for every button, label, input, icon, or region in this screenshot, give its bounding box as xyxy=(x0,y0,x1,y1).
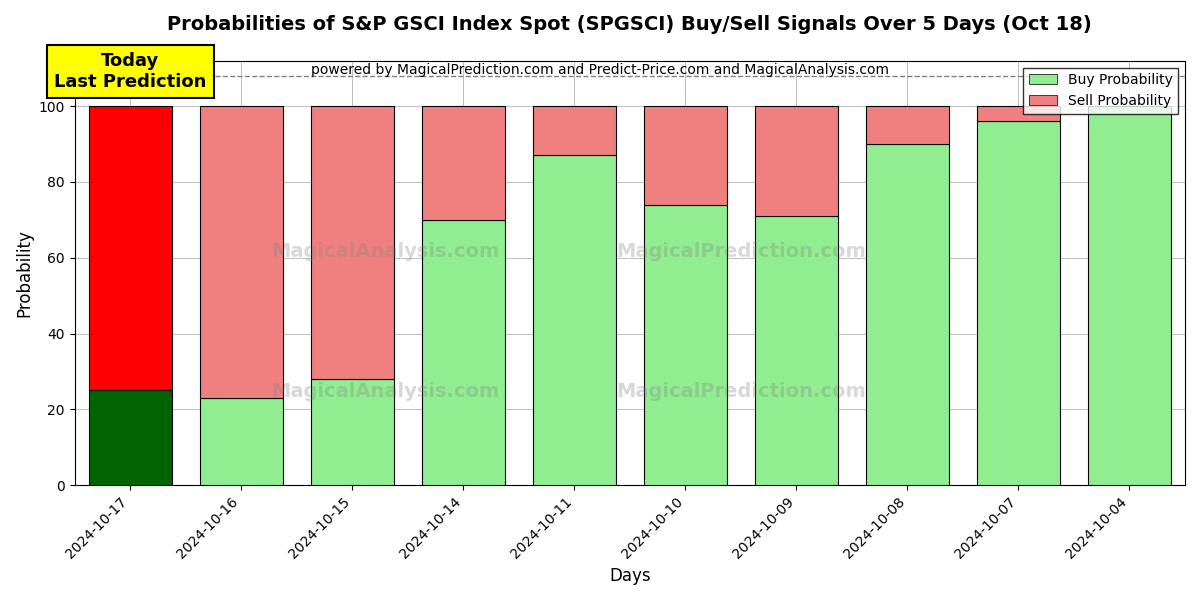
Bar xyxy=(199,398,283,485)
Bar xyxy=(533,155,616,485)
Bar xyxy=(533,106,616,155)
Y-axis label: Probability: Probability xyxy=(16,229,34,317)
Bar xyxy=(977,121,1060,485)
Bar xyxy=(89,391,172,485)
Bar xyxy=(199,106,283,398)
Bar xyxy=(643,205,727,485)
Text: MagicalAnalysis.com: MagicalAnalysis.com xyxy=(271,242,499,261)
Text: powered by MagicalPrediction.com and Predict-Price.com and MagicalAnalysis.com: powered by MagicalPrediction.com and Pre… xyxy=(311,63,889,77)
Text: MagicalPrediction.com: MagicalPrediction.com xyxy=(616,242,865,261)
Bar xyxy=(865,144,949,485)
Bar xyxy=(1088,106,1171,485)
Text: MagicalAnalysis.com: MagicalAnalysis.com xyxy=(271,382,499,401)
X-axis label: Days: Days xyxy=(610,567,650,585)
Text: MagicalPrediction.com: MagicalPrediction.com xyxy=(616,382,865,401)
Bar xyxy=(755,216,838,485)
Text: Today
Last Prediction: Today Last Prediction xyxy=(54,52,206,91)
Bar xyxy=(311,379,394,485)
Bar xyxy=(643,106,727,205)
Bar xyxy=(421,220,505,485)
Bar xyxy=(755,106,838,216)
Bar xyxy=(865,106,949,144)
Legend: Buy Probability, Sell Probability: Buy Probability, Sell Probability xyxy=(1024,67,1178,113)
Bar xyxy=(421,106,505,220)
Bar xyxy=(89,106,172,391)
Title: Probabilities of S&P GSCI Index Spot (SPGSCI) Buy/Sell Signals Over 5 Days (Oct : Probabilities of S&P GSCI Index Spot (SP… xyxy=(168,15,1092,34)
Bar xyxy=(311,106,394,379)
Bar xyxy=(977,106,1060,121)
